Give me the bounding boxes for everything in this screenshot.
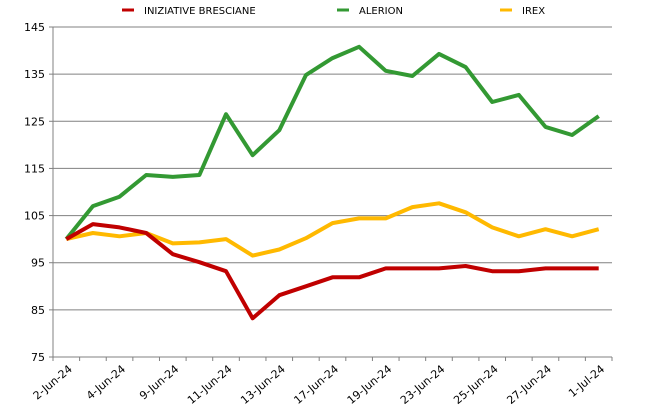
y-tick-label: 135 [24,68,45,81]
series-line-irex [65,201,600,258]
x-tick-label: 19-Jun-24 [345,362,395,406]
legend-label: INIZIATIVE BRESCIANE [144,6,256,17]
legend-label: ALERION [359,6,403,17]
y-tick-label: 125 [24,115,45,128]
x-tick-label: 2-Jun-24 [31,362,75,402]
x-tick-label: 17-Jun-24 [291,362,341,406]
y-tick-label: 75 [31,351,45,364]
x-tick-label: 25-Jun-24 [451,362,501,406]
x-tick-label: 11-Jun-24 [185,362,235,406]
legend-label: IREX [522,6,545,17]
series-line-iniziative-bresciane [65,222,599,321]
y-tick-label: 115 [24,162,45,175]
x-tick-label: 23-Jun-24 [398,362,448,406]
y-tick-label: 105 [24,210,45,223]
y-tick-label: 85 [31,304,45,317]
x-tick-label: 1-Jul-24 [566,362,607,399]
x-tick-label: 4-Jun-24 [84,362,128,402]
x-tick-label: 9-Jun-24 [137,362,181,402]
y-tick-label: 145 [24,21,45,34]
x-tick-label: 27-Jun-24 [504,362,554,406]
y-tick-label: 95 [31,257,45,270]
series-line-alerion [64,44,600,241]
x-tick-label: 13-Jun-24 [238,362,288,406]
